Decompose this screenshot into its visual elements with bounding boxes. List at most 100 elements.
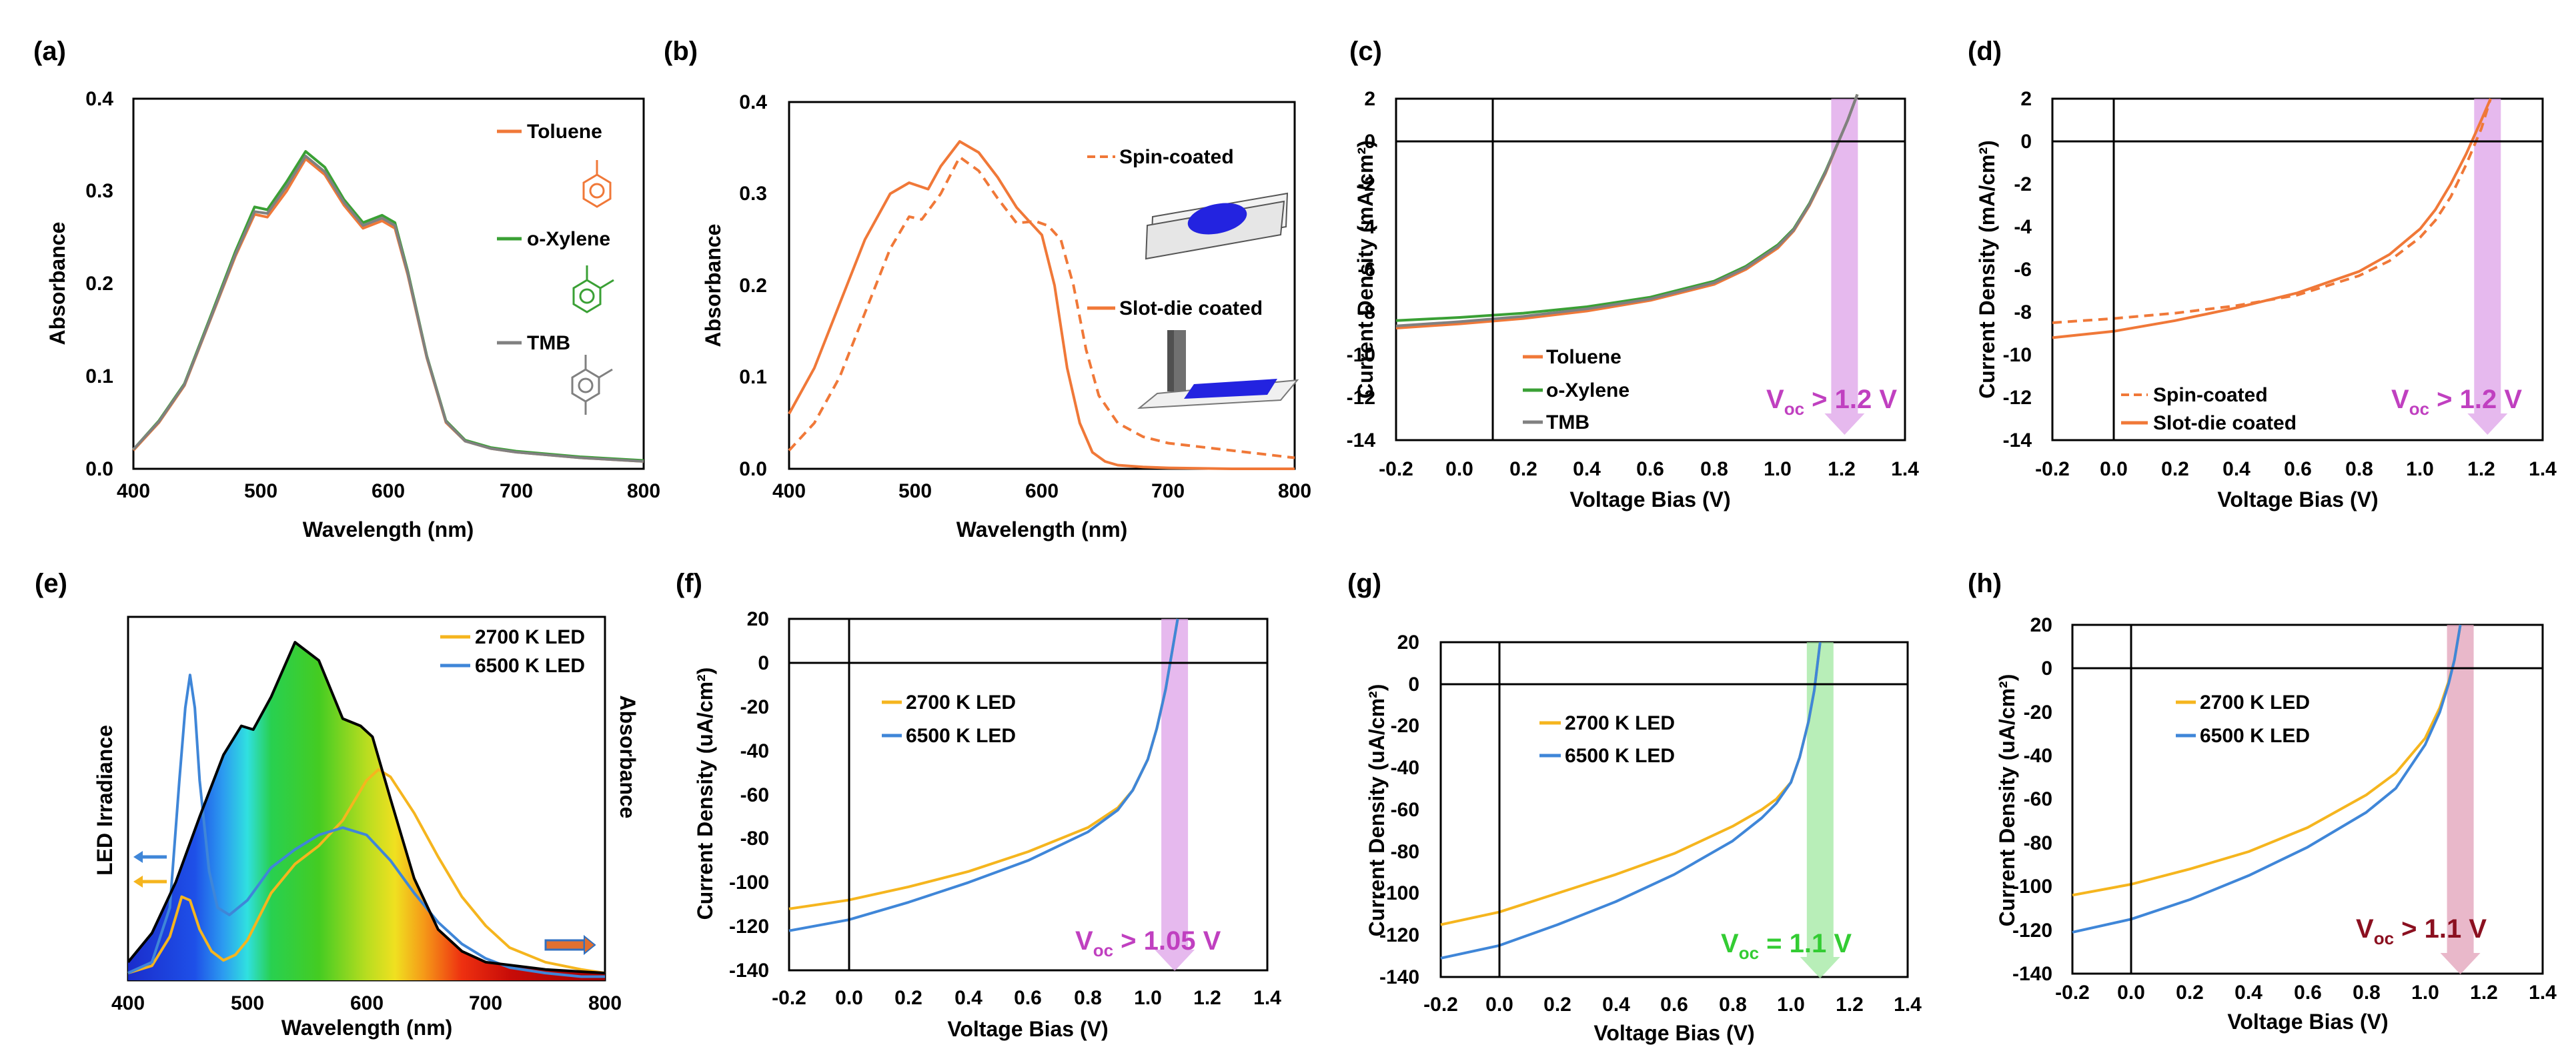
x-tick-label: 0.0 — [2100, 458, 2128, 480]
x-tick-label: 1.2 — [2467, 458, 2495, 480]
x-tick-label: 0.8 — [1074, 987, 1102, 1009]
panel-label: (c) — [1349, 37, 1382, 66]
x-tick-label: 1.2 — [1836, 994, 1864, 1016]
x-tick-label: 1.4 — [2529, 982, 2557, 1004]
y-axis-title: Absorbance — [45, 222, 69, 345]
legend-label: 2700 K LED — [906, 692, 1016, 714]
y-tick-label: -40 — [740, 740, 769, 762]
y-tick-label: 20 — [1397, 632, 1419, 654]
y-tick-label: 0.4 — [739, 91, 767, 113]
spectrum-fill — [128, 642, 605, 980]
panel-c: (c) 2 0 -2 -4 -6 -8 -10 -12 -14 -0.2 0.0… — [1347, 37, 1920, 511]
plot-frame — [788, 618, 1269, 972]
spin-coater-icon — [1145, 192, 1289, 260]
voc-arrowhead-icon — [2467, 413, 2508, 435]
y-tick-label: 0.3 — [739, 183, 767, 205]
x-tick-labels: 400 500 600 700 800 — [117, 480, 660, 502]
x-tick-label: 800 — [627, 480, 660, 502]
series-line-toluene — [132, 157, 644, 463]
y-tick-labels: 20 0 -20 -40 -60 -80 -100 -120 -140 — [729, 608, 769, 982]
y-axis-title: Absorbance — [701, 224, 725, 347]
y-tick-label: 0.1 — [739, 366, 767, 388]
x-axis-title: Wavelength (nm) — [303, 517, 474, 542]
plot-frame — [2051, 97, 2544, 441]
voc-annotation: Voc > 1.2 V — [2391, 385, 2522, 419]
x-tick-label: 600 — [372, 480, 405, 502]
legend-label: 2700 K LED — [2200, 692, 2310, 714]
slot-die-coater-icon — [1137, 330, 1299, 409]
panel-a: (a) 0.0 0.1 0.2 0.3 0.4 400 500 600 700 … — [33, 37, 660, 542]
y-tick-label: 2 — [1364, 88, 1375, 110]
voc-arrowhead-icon — [1824, 413, 1865, 435]
x-tick-label: 700 — [1151, 480, 1185, 502]
x-tick-label: 700 — [500, 480, 533, 502]
panel-label: (e) — [35, 569, 67, 598]
plot-frame — [2071, 624, 2544, 975]
y-tick-label: -4 — [1357, 216, 1375, 238]
y-tick-label: 0.2 — [85, 273, 113, 295]
x-tick-label: -0.2 — [1379, 458, 1413, 480]
x-tick-label: 1.2 — [1828, 458, 1856, 480]
y-tick-label: 0 — [2020, 131, 2032, 153]
x-tick-labels: -0.2 0.0 0.2 0.4 0.6 0.8 1.0 1.2 1.4 — [1379, 458, 1919, 480]
legend-label: 6500 K LED — [475, 655, 585, 677]
x-tick-label: 0.2 — [894, 987, 922, 1009]
x-tick-label: 500 — [244, 480, 277, 502]
y-tick-label: -100 — [1379, 882, 1419, 904]
tmb-molecule-icon — [571, 355, 613, 415]
x-tick-label: 0.2 — [1543, 994, 1571, 1016]
legend-label: Spin-coated — [2153, 384, 2268, 406]
y-tick-label: 0.3 — [85, 180, 113, 202]
x-tick-label: 0.0 — [1445, 458, 1473, 480]
voc-annotation: Voc > 1.05 V — [1075, 926, 1221, 960]
x-tick-label: 0.0 — [835, 987, 863, 1009]
legend-label: 6500 K LED — [906, 725, 1016, 747]
x-tick-label: 0.4 — [1602, 994, 1630, 1016]
x-tick-label: 400 — [117, 480, 150, 502]
series-line-absorbance — [127, 641, 606, 975]
panel-h: (h) 20 0 -20 -40 -60 -80 -100 -120 -140 … — [1968, 569, 2557, 1034]
x-tick-label: 500 — [898, 480, 932, 502]
series-line-tmb — [132, 155, 644, 463]
y-tick-labels: 20 0 -20 -40 -60 -80 -100 -120 -140 — [2012, 614, 2052, 985]
x-tick-label: 600 — [1025, 480, 1059, 502]
y-axis-title: Current Density (mA/cm²) — [1975, 140, 1999, 399]
x-tick-label: 700 — [469, 992, 502, 1014]
x-tick-label: 400 — [111, 992, 145, 1014]
o-xylene-molecule-icon — [572, 265, 614, 313]
x-tick-label: 600 — [350, 992, 384, 1014]
panel-e: (e) 400 500 600 700 800 Wavelength (nm) … — [35, 569, 640, 1040]
x-tick-label: -0.2 — [2055, 982, 2090, 1004]
y-tick-label: 0 — [1364, 131, 1375, 153]
legend-label: 2700 K LED — [1565, 712, 1675, 734]
x-axis-title: Voltage Bias (V) — [2217, 487, 2378, 511]
series-line-6500-k-led — [2072, 624, 2462, 934]
y-tick-label: -10 — [1347, 344, 1375, 366]
series-layer — [2052, 98, 2492, 339]
x-axis-title: Wavelength (nm) — [281, 1016, 453, 1040]
series-line-o-xylene — [132, 150, 644, 462]
voc-arrow-icon — [2447, 625, 2474, 953]
series-line-6500-k-led — [788, 618, 1179, 932]
y-tick-label: -2 — [2014, 173, 2032, 195]
x-tick-label: 1.2 — [2470, 982, 2498, 1004]
voc-arrow-icon — [2474, 99, 2501, 413]
y-tick-label: 0 — [758, 652, 769, 674]
y-tick-label: -4 — [2014, 216, 2032, 238]
x-tick-label: -0.2 — [2035, 458, 2070, 480]
y-tick-label: -40 — [1391, 757, 1419, 779]
x-tick-label: 1.4 — [1891, 458, 1919, 480]
y-tick-label: 20 — [747, 608, 769, 630]
series-line-slot-die-coated — [2052, 98, 2492, 339]
x-tick-label: 500 — [231, 992, 264, 1014]
right-axis-arrow-icon — [544, 934, 596, 956]
x-tick-label: 1.0 — [1134, 987, 1162, 1009]
x-tick-label: 1.2 — [1193, 987, 1221, 1009]
x-tick-label: -0.2 — [772, 987, 806, 1009]
x-tick-label: 800 — [1278, 480, 1311, 502]
series-layer — [788, 140, 1295, 470]
y-axis-title: Current Density (uA/cm²) — [1995, 674, 2019, 927]
y-tick-label: 0.0 — [85, 458, 113, 480]
x-axis-title: Voltage Bias (V) — [1569, 487, 1730, 511]
y-tick-label: -20 — [740, 696, 769, 718]
